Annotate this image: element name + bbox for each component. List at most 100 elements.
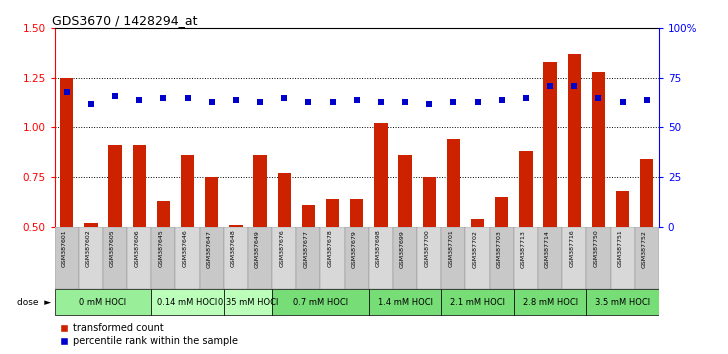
Point <box>182 95 194 101</box>
FancyBboxPatch shape <box>586 227 611 289</box>
Bar <box>592 72 605 227</box>
Point <box>133 97 145 103</box>
Text: 2.1 mM HOCl: 2.1 mM HOCl <box>450 298 505 307</box>
Bar <box>253 155 266 227</box>
Bar <box>326 199 339 227</box>
Point <box>641 97 652 103</box>
Text: GSM387702: GSM387702 <box>472 230 478 268</box>
FancyBboxPatch shape <box>441 227 465 289</box>
Text: 0.35 mM HOCl: 0.35 mM HOCl <box>218 298 278 307</box>
Bar <box>132 145 146 227</box>
FancyBboxPatch shape <box>103 227 127 289</box>
FancyBboxPatch shape <box>441 289 514 315</box>
Bar <box>60 78 74 227</box>
Point <box>85 101 97 107</box>
Point <box>109 93 121 98</box>
Text: GSM387647: GSM387647 <box>207 230 212 268</box>
Point <box>472 99 483 104</box>
Text: GSM387601: GSM387601 <box>62 230 67 267</box>
Bar <box>640 159 654 227</box>
Bar <box>568 54 581 227</box>
Text: 1.4 mM HOCl: 1.4 mM HOCl <box>378 298 432 307</box>
Text: GSM387676: GSM387676 <box>280 230 284 267</box>
Bar <box>229 224 242 227</box>
Point <box>278 95 290 101</box>
FancyBboxPatch shape <box>272 289 369 315</box>
FancyBboxPatch shape <box>490 227 514 289</box>
Point <box>375 99 387 104</box>
Text: 0 mM HOCl: 0 mM HOCl <box>79 298 127 307</box>
Text: GSM387698: GSM387698 <box>376 230 381 267</box>
FancyBboxPatch shape <box>223 227 248 289</box>
Bar <box>108 145 122 227</box>
Text: GSM387645: GSM387645 <box>159 230 163 267</box>
Text: GSM387678: GSM387678 <box>328 230 333 267</box>
Point <box>569 83 580 88</box>
Bar <box>181 155 194 227</box>
Point <box>351 97 363 103</box>
Text: GSM387750: GSM387750 <box>593 230 598 267</box>
Point <box>520 95 531 101</box>
Bar <box>471 219 484 227</box>
Point <box>206 99 218 104</box>
Bar <box>447 139 460 227</box>
Point <box>496 97 507 103</box>
FancyBboxPatch shape <box>151 289 223 315</box>
FancyBboxPatch shape <box>79 227 103 289</box>
Bar <box>350 199 363 227</box>
FancyBboxPatch shape <box>296 227 320 289</box>
Bar <box>205 177 218 227</box>
Text: GSM387677: GSM387677 <box>304 230 309 268</box>
FancyBboxPatch shape <box>417 227 441 289</box>
Text: dose  ►: dose ► <box>17 298 51 307</box>
FancyBboxPatch shape <box>320 227 344 289</box>
Text: GSM387713: GSM387713 <box>521 230 526 268</box>
Bar <box>157 201 170 227</box>
Point <box>399 99 411 104</box>
FancyBboxPatch shape <box>465 227 490 289</box>
Point <box>424 101 435 107</box>
Text: GSM387700: GSM387700 <box>424 230 430 267</box>
Point <box>157 95 169 101</box>
Point <box>448 99 459 104</box>
FancyBboxPatch shape <box>393 227 417 289</box>
FancyBboxPatch shape <box>151 227 175 289</box>
Bar <box>277 173 291 227</box>
FancyBboxPatch shape <box>175 227 199 289</box>
Text: GSM387699: GSM387699 <box>400 230 405 268</box>
Text: GSM387714: GSM387714 <box>545 230 550 268</box>
FancyBboxPatch shape <box>538 227 562 289</box>
FancyBboxPatch shape <box>514 289 586 315</box>
Point <box>254 99 266 104</box>
Bar <box>301 205 315 227</box>
Text: GSM387649: GSM387649 <box>255 230 260 268</box>
Point <box>327 99 339 104</box>
Text: GSM387716: GSM387716 <box>569 230 574 267</box>
FancyBboxPatch shape <box>223 289 272 315</box>
FancyBboxPatch shape <box>611 227 635 289</box>
Text: GSM387752: GSM387752 <box>642 230 646 268</box>
Point <box>545 83 556 88</box>
Text: 0.14 mM HOCl: 0.14 mM HOCl <box>157 298 218 307</box>
FancyBboxPatch shape <box>55 227 79 289</box>
FancyBboxPatch shape <box>635 227 659 289</box>
FancyBboxPatch shape <box>369 227 393 289</box>
FancyBboxPatch shape <box>344 227 369 289</box>
FancyBboxPatch shape <box>369 289 441 315</box>
Point <box>617 99 628 104</box>
Bar <box>398 155 412 227</box>
Text: 2.8 mM HOCl: 2.8 mM HOCl <box>523 298 577 307</box>
Text: GSM387646: GSM387646 <box>183 230 188 267</box>
Bar <box>422 177 436 227</box>
Point <box>303 99 314 104</box>
FancyBboxPatch shape <box>586 289 659 315</box>
FancyBboxPatch shape <box>199 227 223 289</box>
Text: 3.5 mM HOCl: 3.5 mM HOCl <box>595 298 650 307</box>
Text: GSM387703: GSM387703 <box>496 230 502 268</box>
FancyBboxPatch shape <box>248 227 272 289</box>
Bar <box>616 191 629 227</box>
Text: GSM387701: GSM387701 <box>448 230 454 267</box>
FancyBboxPatch shape <box>514 227 538 289</box>
Text: 0.7 mM HOCl: 0.7 mM HOCl <box>293 298 348 307</box>
FancyBboxPatch shape <box>562 227 586 289</box>
